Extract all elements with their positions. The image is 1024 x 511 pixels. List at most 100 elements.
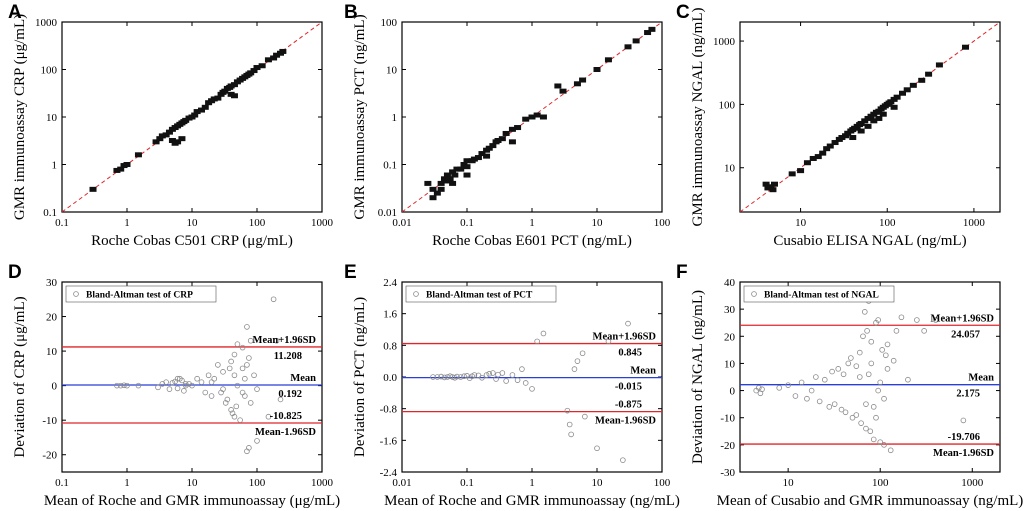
panel-c: C 10 100 1000 10 100 1000 Cusabio ELISA NGAL (n… bbox=[676, 2, 1001, 249]
y-tick-label: 2.4 bbox=[383, 277, 397, 289]
data-point bbox=[759, 386, 765, 393]
upper-loa-label: Mean+1.96SD bbox=[593, 332, 657, 343]
x-tick-label: 0.1 bbox=[55, 217, 69, 229]
data-point bbox=[823, 146, 831, 152]
x-tick-label: 0.1 bbox=[460, 477, 474, 489]
data-point bbox=[935, 62, 943, 68]
data-point bbox=[247, 400, 254, 406]
data-point bbox=[193, 109, 201, 115]
data-point bbox=[848, 355, 854, 361]
data-point bbox=[566, 421, 573, 428]
x-tick-label: 100 bbox=[249, 477, 266, 489]
data-point bbox=[483, 372, 490, 378]
data-point bbox=[593, 67, 601, 72]
data-point bbox=[244, 324, 250, 330]
data-point bbox=[960, 417, 967, 424]
data-point bbox=[220, 369, 226, 375]
data-point bbox=[864, 123, 872, 129]
y-tick-label: 100 bbox=[719, 99, 736, 111]
data-point bbox=[797, 168, 805, 174]
y-tick-label: 20 bbox=[724, 331, 736, 343]
data-point bbox=[438, 373, 444, 380]
data-point bbox=[792, 393, 799, 399]
data-point bbox=[451, 172, 459, 178]
data-point bbox=[809, 155, 817, 161]
data-point bbox=[198, 379, 205, 385]
data-point bbox=[189, 382, 195, 389]
x-tick-label: 10 bbox=[187, 217, 199, 229]
y-tick-label: 1000 bbox=[713, 36, 736, 48]
data-point bbox=[489, 143, 497, 149]
legend-label: Bland-Altman test of NGAL bbox=[764, 291, 879, 301]
data-point bbox=[890, 357, 897, 364]
data-point bbox=[461, 373, 467, 380]
data-point bbox=[277, 396, 284, 403]
data-point bbox=[134, 152, 142, 158]
y-tick-label: -10 bbox=[720, 413, 735, 425]
x-tick-label: 1 bbox=[124, 217, 130, 229]
data-point bbox=[785, 382, 791, 388]
data-point bbox=[867, 428, 874, 435]
data-point bbox=[554, 83, 562, 89]
data-point bbox=[884, 366, 891, 372]
data-point bbox=[863, 425, 869, 432]
data-point bbox=[244, 448, 250, 455]
data-point bbox=[135, 382, 142, 389]
data-point bbox=[798, 379, 805, 386]
data-point bbox=[893, 328, 900, 334]
x-tick-label: 100 bbox=[654, 477, 671, 489]
x-tick-label: 10 bbox=[187, 477, 199, 489]
data-point bbox=[437, 186, 445, 192]
data-point bbox=[424, 180, 432, 186]
data-point bbox=[443, 172, 451, 178]
y-axis-label: Deviation of CRP (μg/mL) bbox=[12, 296, 28, 457]
y-tick-label: -20 bbox=[42, 450, 57, 462]
data-point bbox=[433, 190, 441, 196]
y-tick-label: 10 bbox=[46, 346, 58, 358]
data-point bbox=[434, 374, 441, 380]
data-point bbox=[191, 112, 199, 118]
data-point bbox=[155, 384, 161, 391]
data-point bbox=[856, 374, 863, 380]
data-point bbox=[579, 350, 586, 357]
data-point bbox=[574, 358, 581, 364]
legend-marker bbox=[751, 291, 757, 297]
data-point bbox=[853, 412, 860, 418]
data-point bbox=[247, 337, 254, 344]
data-point bbox=[816, 398, 823, 405]
data-point bbox=[821, 376, 828, 383]
data-point bbox=[893, 94, 901, 100]
panel-f: F 10 100 1000 -30 -20 -10 0 10 20 30 40 Mean of Cusa… bbox=[676, 262, 1023, 509]
data-point bbox=[898, 314, 905, 321]
data-point bbox=[463, 172, 471, 178]
data-point bbox=[123, 162, 131, 167]
data-point bbox=[770, 181, 778, 187]
data-point bbox=[803, 160, 811, 166]
data-point bbox=[509, 372, 516, 378]
y-tick-label: 0 bbox=[52, 381, 58, 393]
y-tick-label: 1.6 bbox=[383, 309, 397, 321]
data-point bbox=[755, 385, 762, 391]
y-tick-label: 10 bbox=[724, 163, 736, 175]
data-point bbox=[156, 136, 164, 142]
plot-frame bbox=[61, 281, 323, 473]
x-tick-label: 1000 bbox=[961, 477, 984, 489]
data-point bbox=[870, 436, 877, 443]
legend-label: Bland-Altman test of PCT bbox=[426, 291, 533, 301]
data-point bbox=[205, 372, 212, 379]
data-point bbox=[429, 195, 437, 201]
panel-letter: D bbox=[8, 262, 22, 283]
data-point bbox=[826, 143, 834, 149]
data-point bbox=[868, 338, 875, 345]
panel-a: A 0.1 1 10 100 1000 0.1 1 10 100 1000 Roche Cobas C… bbox=[8, 2, 334, 249]
data-point bbox=[208, 379, 215, 385]
x-tick-label: 100 bbox=[872, 477, 889, 489]
legend-label: Bland-Altman test of CRP bbox=[86, 291, 193, 301]
data-point bbox=[881, 395, 887, 402]
data-point bbox=[251, 372, 257, 379]
data-point bbox=[117, 382, 124, 389]
data-point bbox=[594, 445, 600, 452]
y-tick-label: 0.1 bbox=[383, 160, 397, 172]
data-point bbox=[174, 375, 181, 382]
legend-box bbox=[743, 285, 895, 303]
